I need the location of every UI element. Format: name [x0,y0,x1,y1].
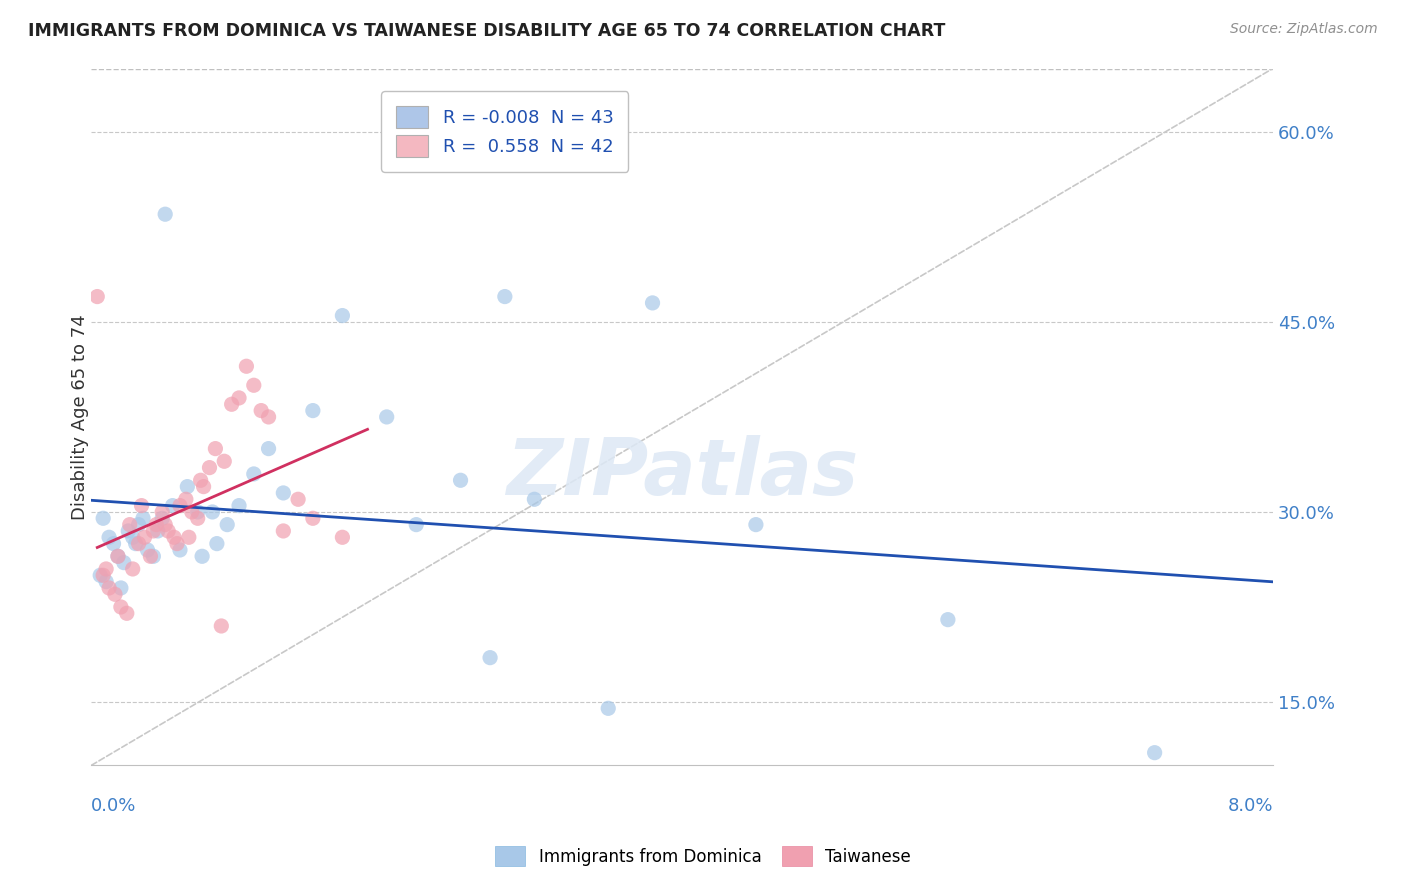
Point [180,505,202,519]
Point [142,549,165,564]
Point [479,650,502,665]
Point [166,536,188,550]
Point [89,568,111,582]
Point [131,499,153,513]
Point [128,536,150,550]
Point [243,378,266,392]
Point [86,289,108,303]
Point [163,530,186,544]
Point [98,581,121,595]
Point [104,587,127,601]
Legend: R = -0.008  N = 43, R =  0.558  N = 42: R = -0.008 N = 43, R = 0.558 N = 42 [381,92,628,171]
Point [214,454,236,468]
Point [235,359,257,374]
Point [124,536,146,550]
Point [375,409,398,424]
Point [107,549,129,564]
Point [1143,746,1166,760]
Point [139,549,162,564]
Text: 0.0%: 0.0% [91,797,136,815]
Text: Source: ZipAtlas.com: Source: ZipAtlas.com [1230,22,1378,37]
Point [107,549,129,564]
Point [187,511,209,525]
Point [641,296,664,310]
Point [450,473,472,487]
Point [243,467,266,481]
Point [273,524,295,538]
Point [936,613,959,627]
Point [117,524,139,538]
Point [94,562,117,576]
Point [134,530,156,544]
Point [523,492,546,507]
Point [209,619,232,633]
Text: IMMIGRANTS FROM DOMINICA VS TAIWANESE DISABILITY AGE 65 TO 74 CORRELATION CHART: IMMIGRANTS FROM DOMINICA VS TAIWANESE DI… [28,22,945,40]
Point [257,409,280,424]
Point [136,543,159,558]
Point [176,480,198,494]
Point [146,524,169,538]
Point [257,442,280,456]
Legend: Immigrants from Dominica, Taiwanese: Immigrants from Dominica, Taiwanese [486,838,920,875]
Point [169,499,191,513]
Point [205,536,228,550]
Point [128,517,150,532]
Point [118,517,141,532]
Point [121,562,143,576]
Point [198,460,221,475]
Point [177,530,200,544]
Point [302,511,325,525]
Point [132,511,155,525]
Point [228,499,250,513]
Point [190,473,212,487]
Point [145,517,167,532]
Point [142,524,165,538]
Point [91,568,114,582]
Point [598,701,620,715]
Point [187,505,209,519]
Point [332,530,354,544]
Point [112,556,135,570]
Point [193,480,215,494]
Text: ZIPatlas: ZIPatlas [506,434,858,511]
Point [273,486,295,500]
Point [302,403,325,417]
Point [250,403,273,417]
Point [221,397,243,411]
Point [162,499,184,513]
Point [98,530,121,544]
Point [204,442,226,456]
Point [332,309,354,323]
Point [405,517,427,532]
Point [217,517,239,532]
Point [94,574,117,589]
Point [103,536,125,550]
Point [153,207,176,221]
Point [150,511,173,525]
Point [153,517,176,532]
Point [201,505,224,519]
Point [494,289,516,303]
Point [174,492,197,507]
Point [110,599,132,614]
Text: 8.0%: 8.0% [1227,797,1272,815]
Point [169,543,191,558]
Point [115,607,138,621]
Point [91,511,114,525]
Point [228,391,250,405]
Point [150,505,173,519]
Point [110,581,132,595]
Y-axis label: Disability Age 65 to 74: Disability Age 65 to 74 [72,314,89,520]
Point [121,530,143,544]
Point [157,524,180,538]
Point [191,549,214,564]
Point [287,492,309,507]
Point [745,517,768,532]
